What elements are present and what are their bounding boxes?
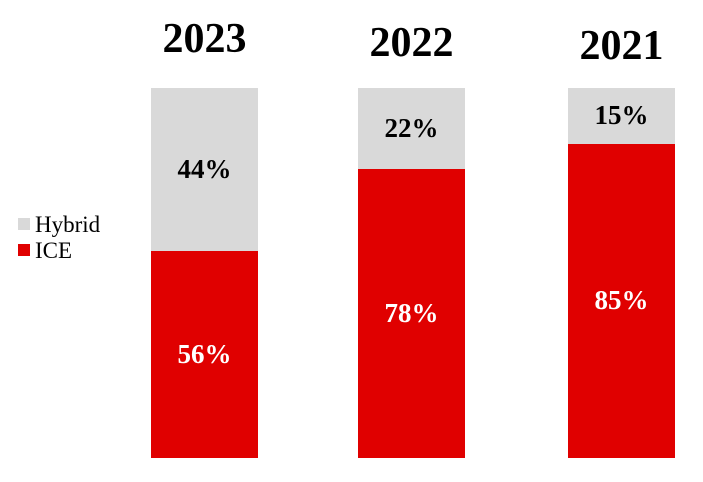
legend-item-ice: ICE — [18, 237, 100, 263]
bar-group-2022: 2022 22% 78% — [358, 0, 465, 482]
segment-value-label: 15% — [594, 100, 649, 131]
hybrid-swatch-icon — [18, 218, 30, 230]
bar-stack-2022: 22% 78% — [358, 88, 465, 458]
legend-item-hybrid: Hybrid — [18, 211, 100, 237]
bar-title-2023: 2023 — [162, 16, 247, 62]
bar-title-2022: 2022 — [369, 20, 454, 66]
segment-value-label: 22% — [384, 113, 439, 144]
segment-value-label: 56% — [177, 338, 232, 369]
legend-label-ice: ICE — [35, 237, 73, 263]
bar-group-2023: 2023 44% 56% — [151, 0, 258, 482]
segment-ice-2023: 56% — [151, 250, 258, 458]
legend: Hybrid ICE — [18, 211, 100, 263]
bar-title-2021: 2021 — [579, 23, 664, 69]
bar-group-2021: 2021 15% 85% — [568, 0, 675, 482]
legend-label-hybrid: Hybrid — [35, 211, 101, 237]
segment-hybrid-2023: 44% — [151, 88, 258, 251]
segment-ice-2022: 78% — [358, 169, 465, 458]
ice-swatch-icon — [18, 244, 30, 256]
bar-stack-2021: 15% 85% — [568, 88, 675, 458]
segment-hybrid-2021: 15% — [568, 88, 675, 144]
segment-value-label: 78% — [384, 298, 439, 329]
segment-ice-2021: 85% — [568, 143, 675, 458]
segment-hybrid-2022: 22% — [358, 88, 465, 170]
segment-value-label: 85% — [594, 285, 649, 316]
segment-value-label: 44% — [177, 153, 232, 184]
bar-stack-2023: 44% 56% — [151, 88, 258, 458]
